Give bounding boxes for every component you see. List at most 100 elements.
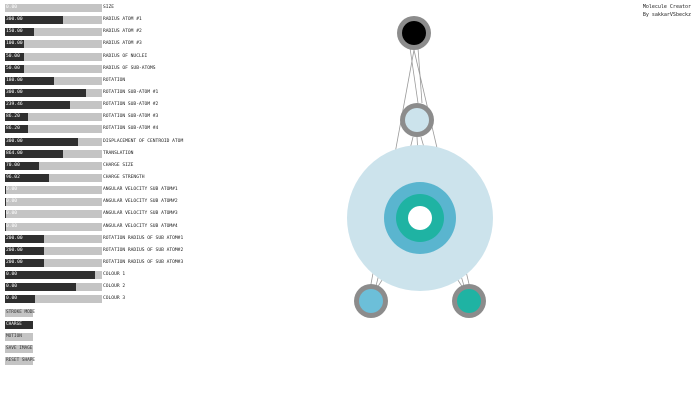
slider-label: TRANSLATION <box>103 150 134 156</box>
slider-fill[interactable] <box>5 64 25 73</box>
slider-track[interactable]: 0.00 <box>5 295 102 304</box>
slider-fill[interactable] <box>5 210 6 219</box>
slider-track[interactable]: 50.00 <box>5 64 102 73</box>
slider-row: 86.20 ROTATION SUB-ATOM #3 <box>5 112 235 124</box>
slider-fill[interactable] <box>5 222 6 231</box>
slider-fill[interactable] <box>5 186 6 195</box>
slider-track[interactable]: 86.20 <box>5 113 102 122</box>
slider-label: RADIUS ATOM #2 <box>103 29 142 35</box>
bond-line <box>416 136 422 207</box>
slider-track[interactable]: 180.00 <box>5 76 102 85</box>
slider-track[interactable]: 86.20 <box>5 125 102 134</box>
slider-fill[interactable] <box>5 113 29 122</box>
slider-track[interactable]: 0.00 <box>5 222 102 231</box>
slider-track[interactable]: 300.00 <box>5 88 102 97</box>
slider-fill[interactable] <box>5 246 44 255</box>
slider-fill[interactable] <box>5 198 6 207</box>
slider-fill[interactable] <box>5 40 25 49</box>
slider-fill[interactable] <box>5 52 25 61</box>
slider-value: 300.00 <box>6 138 23 144</box>
slider-fill[interactable] <box>5 258 44 267</box>
slider-value: 0.00 <box>6 272 18 278</box>
slider-fill[interactable] <box>5 125 29 134</box>
slider-value: 300.00 <box>6 17 23 23</box>
slider-value: 180.00 <box>6 77 23 83</box>
slider-label: CHARGE SIZE <box>103 162 134 168</box>
slider-row: 864.00 TRANSLATION <box>5 149 235 161</box>
slider-value: 0.00 <box>6 296 18 302</box>
charge-button[interactable]: CHARGE <box>5 321 33 329</box>
slider-value: 864.00 <box>6 150 23 156</box>
slider-fill[interactable] <box>5 101 70 110</box>
slider-track[interactable]: 150.00 <box>5 28 102 37</box>
slider-fill[interactable] <box>5 149 64 158</box>
slider-fill[interactable] <box>5 28 35 37</box>
slider-row: 180.00 ROTATION <box>5 76 235 88</box>
slider-label: ROTATION SUB-ATOM #1 <box>103 89 159 95</box>
slider-value: 50.00 <box>6 65 20 71</box>
slider-track[interactable]: 100.00 <box>5 40 102 49</box>
slider-value: 0.00 <box>6 5 18 10</box>
slider-value: 0.00 <box>6 199 18 205</box>
slider-fill[interactable] <box>5 234 44 243</box>
slider-track[interactable]: 70.00 <box>5 161 102 170</box>
slider-track[interactable]: 0.00 <box>5 271 102 280</box>
slider-row: 100.00 RADIUS ATOM #3 <box>5 39 235 51</box>
slider-track[interactable]: 864.00 <box>5 149 102 158</box>
slider-track[interactable]: 0.00 <box>5 198 102 207</box>
slider-row: 300.00 RADIUS ATOM #1 <box>5 15 235 27</box>
slider-track[interactable]: 200.00 <box>5 246 102 255</box>
slider-label: ANGULAR VELOCITY SUB ATOM#2 <box>103 199 178 205</box>
bottom-left-atom-outline <box>354 284 388 318</box>
slider-value: 86.20 <box>6 126 20 132</box>
slider-track[interactable]: 300.00 <box>5 16 102 25</box>
slider-label: COLOUR 1 <box>103 272 126 278</box>
bond-line <box>417 47 423 104</box>
slider-track[interactable]: 96.02 <box>5 173 102 182</box>
slider-value: 50.00 <box>6 53 20 59</box>
slider-label: COLOUR 3 <box>103 296 126 302</box>
slider-track[interactable]: 200.00 <box>5 258 102 267</box>
slider-fill[interactable] <box>5 173 49 182</box>
slider-value: 70.00 <box>6 162 20 168</box>
top-atom-core <box>402 21 426 45</box>
bond-line <box>409 47 419 104</box>
slider-label: RADIUS ATOM #1 <box>103 17 142 23</box>
slider-row: 239.46 ROTATION SUB-ATOM #2 <box>5 100 235 112</box>
slider-fill[interactable] <box>5 88 86 97</box>
slider-value: 200.00 <box>6 247 23 253</box>
reset-shape-button[interactable]: RESET SHAPE <box>5 357 36 365</box>
slider-fill[interactable] <box>5 295 36 304</box>
top-atom-outline <box>397 16 431 50</box>
slider-fill[interactable] <box>5 137 78 146</box>
slider-row: 70.00 CHARGE SIZE <box>5 161 235 173</box>
slider-value: 300.00 <box>6 89 23 95</box>
slider-track[interactable]: 0.00 <box>5 210 102 219</box>
slider-track[interactable]: 50.00 <box>5 52 102 61</box>
app-title: Molecule Creator <box>642 4 691 10</box>
slider-value: 0.00 <box>6 211 18 217</box>
slider-fill[interactable] <box>5 16 64 25</box>
slider-fill[interactable] <box>5 271 96 280</box>
slider-fill[interactable] <box>5 161 39 170</box>
charge-halo <box>347 145 493 291</box>
slider-label: ANGULAR VELOCITY SUB ATOM#4 <box>103 223 178 229</box>
slider-value: 96.02 <box>6 174 20 180</box>
stroke-mode-button[interactable]: STROKE MODE <box>5 309 36 317</box>
slider-value: 0.00 <box>6 187 18 193</box>
middle-atom-core <box>405 108 429 132</box>
slider-fill[interactable] <box>5 283 76 292</box>
slider-track[interactable]: 200.00 <box>5 234 102 243</box>
motion-button[interactable]: MOTION <box>5 333 33 341</box>
slider-track[interactable]: 300.00 <box>5 137 102 146</box>
slider-track[interactable]: 0.00 <box>5 4 102 12</box>
bottom-left-atom-core <box>359 289 383 313</box>
slider-track[interactable]: 0.00 <box>5 283 102 292</box>
slider-value: 239.46 <box>6 102 23 108</box>
bottom-right-atom-core <box>457 289 481 313</box>
slider-track[interactable]: 239.46 <box>5 101 102 110</box>
save-image-button[interactable]: SAVE IMAGE <box>5 345 33 353</box>
slider-track[interactable]: 0.00 <box>5 186 102 195</box>
slider-label: ROTATION SUB-ATOM #2 <box>103 102 159 108</box>
slider-fill[interactable] <box>5 76 54 85</box>
